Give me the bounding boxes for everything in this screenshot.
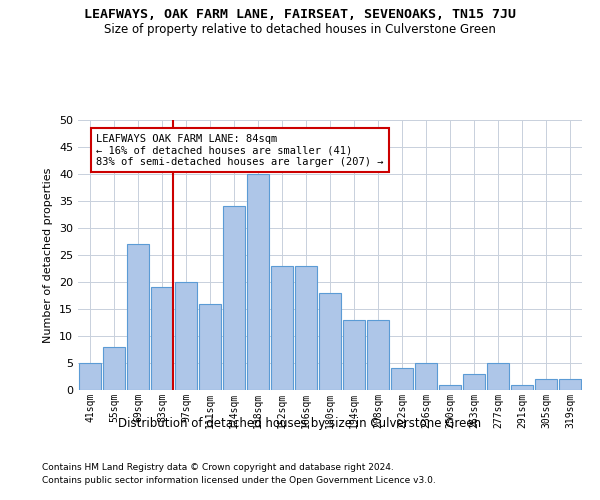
- Bar: [439, 384, 461, 390]
- Bar: [151, 288, 173, 390]
- Bar: [535, 379, 557, 390]
- Y-axis label: Number of detached properties: Number of detached properties: [43, 168, 53, 342]
- Bar: [199, 304, 221, 390]
- Text: Size of property relative to detached houses in Culverstone Green: Size of property relative to detached ho…: [104, 22, 496, 36]
- Text: Distribution of detached houses by size in Culverstone Green: Distribution of detached houses by size …: [118, 418, 482, 430]
- Bar: [511, 384, 533, 390]
- Text: Contains public sector information licensed under the Open Government Licence v3: Contains public sector information licen…: [42, 476, 436, 485]
- Bar: [487, 363, 509, 390]
- Bar: [343, 320, 365, 390]
- Bar: [79, 363, 101, 390]
- Bar: [223, 206, 245, 390]
- Bar: [127, 244, 149, 390]
- Bar: [271, 266, 293, 390]
- Bar: [463, 374, 485, 390]
- Text: Contains HM Land Registry data © Crown copyright and database right 2024.: Contains HM Land Registry data © Crown c…: [42, 462, 394, 471]
- Bar: [103, 347, 125, 390]
- Bar: [319, 293, 341, 390]
- Bar: [295, 266, 317, 390]
- Bar: [367, 320, 389, 390]
- Text: LEAFWAYS OAK FARM LANE: 84sqm
← 16% of detached houses are smaller (41)
83% of s: LEAFWAYS OAK FARM LANE: 84sqm ← 16% of d…: [96, 134, 383, 166]
- Bar: [175, 282, 197, 390]
- Bar: [247, 174, 269, 390]
- Bar: [391, 368, 413, 390]
- Text: LEAFWAYS, OAK FARM LANE, FAIRSEAT, SEVENOAKS, TN15 7JU: LEAFWAYS, OAK FARM LANE, FAIRSEAT, SEVEN…: [84, 8, 516, 20]
- Bar: [559, 379, 581, 390]
- Bar: [415, 363, 437, 390]
